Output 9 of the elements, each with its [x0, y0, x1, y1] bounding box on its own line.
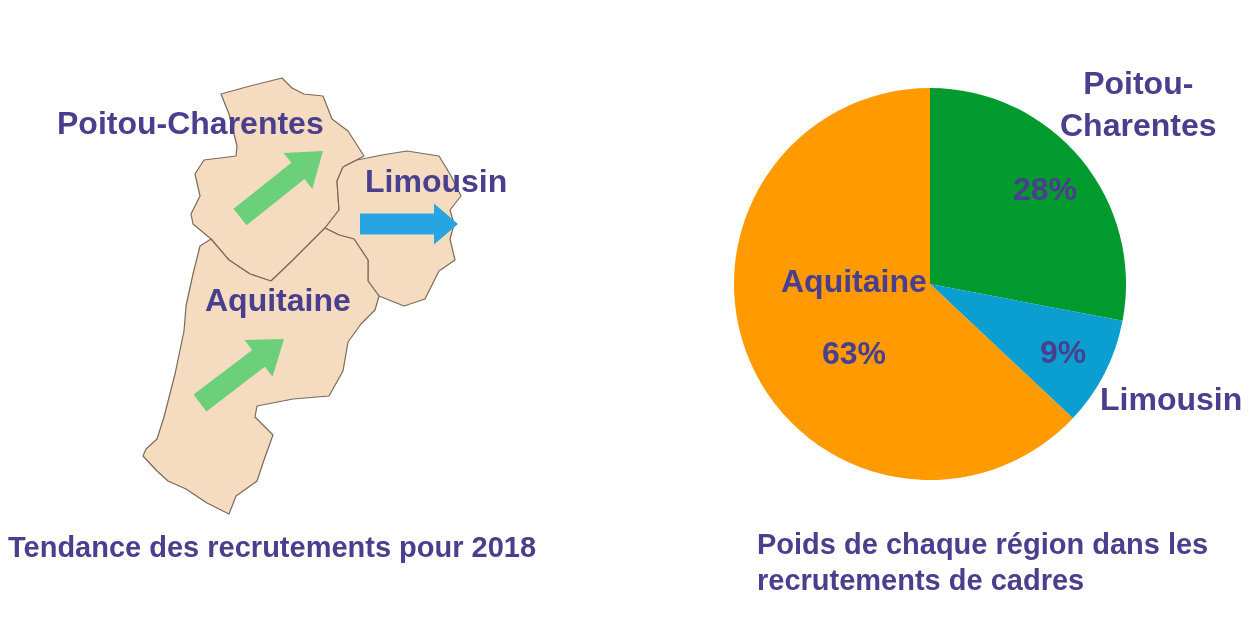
slice-label: Aquitaine	[781, 263, 927, 299]
text: Tendance des recrutements pour 2018	[8, 530, 537, 565]
data-label: 9%	[1040, 334, 1087, 370]
slice-label: Poitou-Charentes	[1060, 65, 1217, 143]
slice-label: Limousin	[1100, 381, 1243, 417]
text: Aquitaine	[205, 282, 351, 319]
data-label: 63%	[822, 335, 887, 371]
data-label: 28%	[1013, 171, 1078, 207]
text: Poids de chaque région dans les recrutements de cadres	[757, 527, 1210, 598]
